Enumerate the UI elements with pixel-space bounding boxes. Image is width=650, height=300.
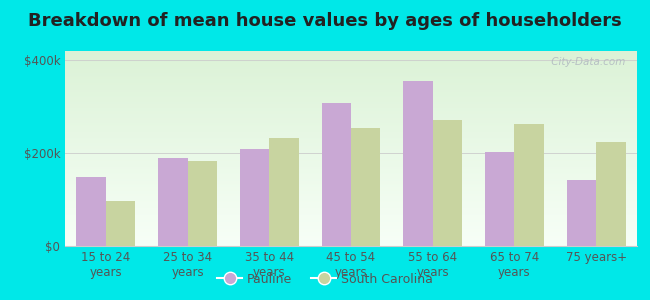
Text: City-Data.com: City-Data.com bbox=[548, 57, 625, 67]
Bar bbox=[596, 142, 625, 246]
Bar bbox=[269, 138, 299, 246]
Text: Breakdown of mean house values by ages of householders: Breakdown of mean house values by ages o… bbox=[28, 12, 622, 30]
Bar bbox=[106, 201, 135, 246]
Bar bbox=[433, 120, 462, 246]
Bar bbox=[403, 81, 433, 246]
Bar bbox=[322, 103, 351, 246]
Bar bbox=[485, 152, 514, 246]
Bar bbox=[77, 177, 106, 246]
Bar bbox=[240, 149, 269, 246]
Bar bbox=[567, 180, 596, 246]
Legend: Pauline, South Carolina: Pauline, South Carolina bbox=[212, 268, 438, 291]
Bar bbox=[158, 158, 188, 246]
Bar bbox=[188, 161, 217, 246]
Bar bbox=[514, 124, 544, 246]
Bar bbox=[351, 128, 380, 246]
